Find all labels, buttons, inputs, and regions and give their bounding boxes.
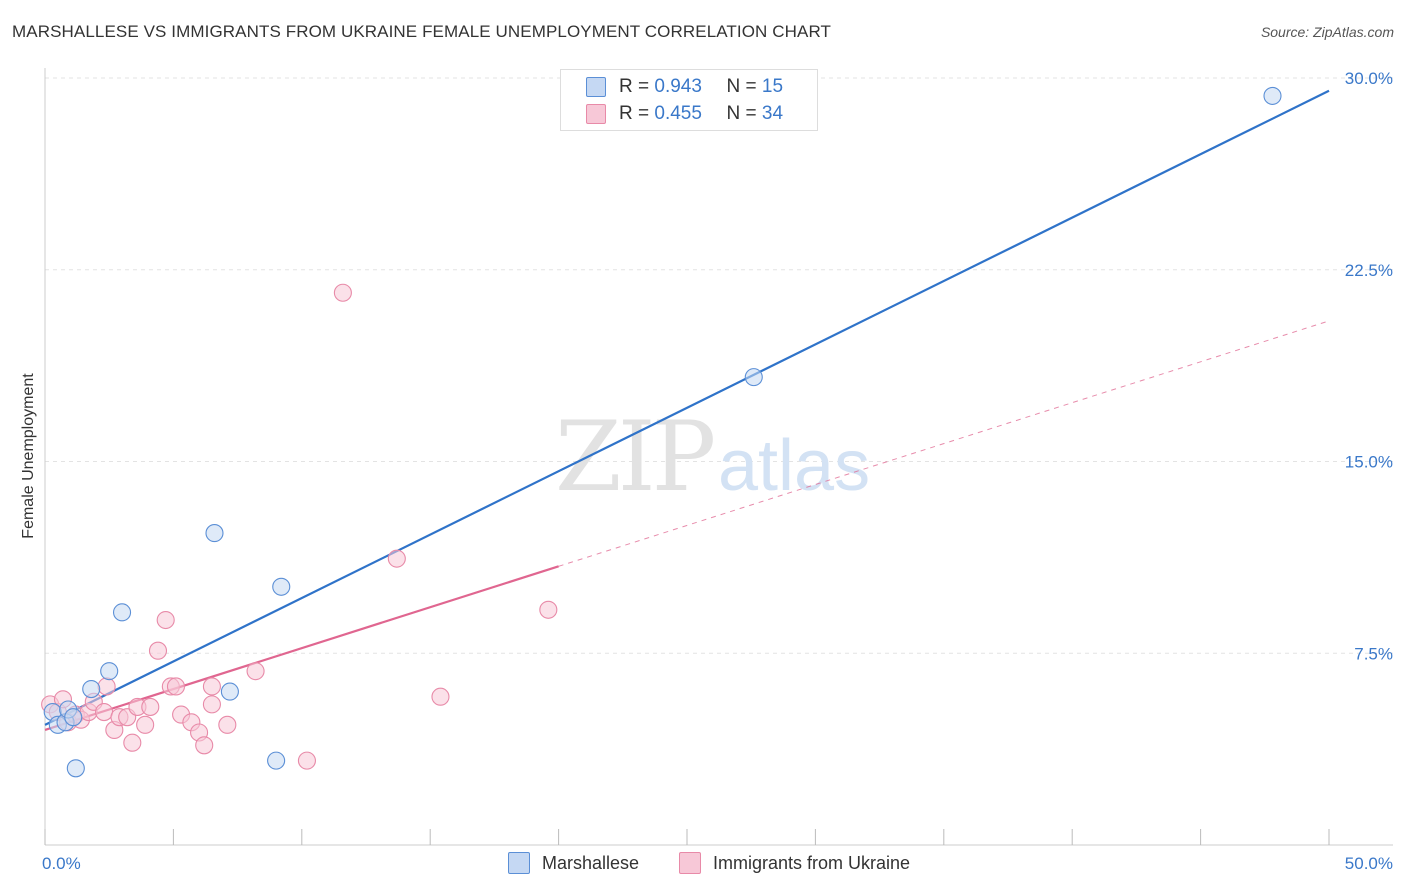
data-point-marshallese — [112, 603, 132, 622]
r-label: R = — [619, 103, 650, 124]
legend-swatch-ukraine — [679, 852, 701, 874]
legend-swatch-marshallese — [586, 77, 606, 97]
data-point-marshallese — [744, 368, 763, 387]
data-point-ukraine — [95, 703, 114, 722]
n-label: N = — [726, 76, 757, 97]
trend-line-solid-1 — [44, 565, 559, 731]
data-point-ukraine — [156, 610, 175, 630]
watermark-zip: ZIP — [555, 401, 714, 513]
x-tick-label-min: 0.0% — [42, 854, 81, 873]
data-point-ukraine — [218, 715, 237, 734]
data-point-ukraine — [202, 677, 221, 696]
data-point-ukraine — [431, 687, 450, 706]
data-point-marshallese — [100, 662, 119, 681]
legend-swatch-marshallese — [508, 852, 530, 874]
r-value-marshallese: 0.943 — [654, 76, 702, 97]
data-point-ukraine — [123, 733, 142, 752]
x-tick-label-max: 50.0% — [1345, 854, 1393, 873]
y-tick-label: 22.5% — [1345, 261, 1393, 280]
legend-row-marshallese: R = 0.943 N = 15 — [586, 75, 784, 99]
r-value-ukraine: 0.455 — [654, 103, 702, 124]
data-point-ukraine — [141, 697, 160, 716]
data-point-ukraine — [97, 677, 116, 696]
source-label: Source: ZipAtlas.com — [1260, 24, 1394, 40]
data-point-marshallese — [205, 524, 224, 543]
trend-line-dashed-1 — [558, 320, 1330, 567]
data-points — [41, 86, 1282, 778]
trend-line-0 — [44, 89, 1330, 726]
grid-lines — [45, 77, 1393, 654]
legend-row-ukraine: R = 0.455 N = 34 — [586, 102, 784, 126]
watermark: ZIP atlas — [555, 401, 870, 513]
data-point-ukraine — [148, 641, 168, 660]
legend-item-ukraine: Immigrants from Ukraine — [679, 852, 910, 874]
data-point-marshallese — [267, 751, 286, 770]
data-point-marshallese — [272, 577, 291, 596]
data-point-ukraine — [333, 283, 352, 302]
data-point-marshallese — [66, 759, 85, 778]
data-point-marshallese — [1263, 86, 1282, 105]
data-point-ukraine — [246, 662, 265, 681]
tick-labels: 7.5% 15.0% 22.5% 30.0% 0.0% 50.0% — [42, 69, 1393, 873]
data-point-marshallese — [82, 679, 101, 699]
r-label: R = — [619, 76, 650, 97]
y-tick-label: 30.0% — [1345, 69, 1393, 88]
n-value-marshallese: 15 — [761, 76, 784, 97]
chart-title: MARSHALLESE VS IMMIGRANTS FROM UKRAINE F… — [12, 22, 832, 41]
legend-item-marshallese: Marshallese — [508, 852, 639, 874]
correlation-legend: R = 0.943 N = 15 R = 0.455 N = 34 — [560, 69, 818, 131]
legend-label-marshallese: Marshallese — [542, 852, 640, 873]
legend-swatch-ukraine — [586, 104, 606, 124]
data-point-ukraine — [297, 751, 316, 770]
n-value-ukraine: 34 — [761, 103, 784, 124]
data-point-marshallese — [64, 708, 83, 727]
series-legend: Marshallese Immigrants from Ukraine — [0, 852, 1406, 878]
data-point-ukraine — [387, 549, 406, 568]
data-point-ukraine — [195, 736, 214, 755]
data-point-ukraine — [539, 600, 558, 619]
n-label: N = — [726, 103, 757, 124]
data-point-ukraine — [166, 677, 186, 696]
y-tick-label: 15.0% — [1345, 453, 1393, 472]
data-point-ukraine — [202, 695, 221, 714]
watermark-atlas: atlas — [718, 426, 870, 506]
y-tick-label: 7.5% — [1354, 644, 1393, 663]
data-point-ukraine — [136, 715, 155, 734]
data-point-marshallese — [220, 682, 239, 701]
legend-label-ukraine: Immigrants from Ukraine — [713, 852, 911, 873]
